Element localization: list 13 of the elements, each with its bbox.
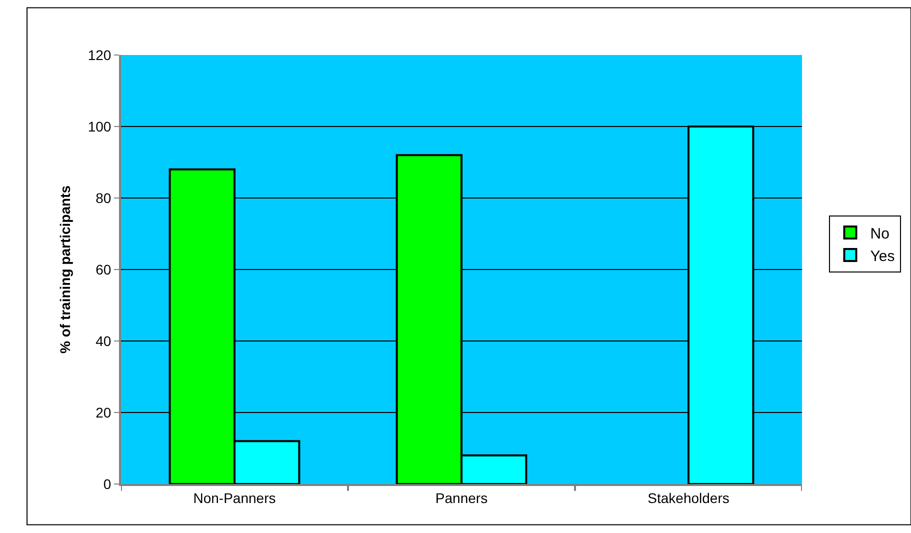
y-tick-label: 20 [96,404,112,420]
y-tick-label: 40 [96,332,112,349]
legend-label: No [870,225,890,242]
x-tick-label: Stakeholders [648,490,730,506]
x-tick-label: Non-Panners [193,490,276,506]
y-tick-label: 60 [96,261,112,278]
x-tick-label: Panners [435,490,488,506]
y-tick-label: 100 [88,118,112,134]
legend-label: Yes [870,248,895,265]
y-tick-label: 120 [88,46,112,63]
y-tick-label: 0 [103,476,112,492]
y-tick-label: 80 [96,190,112,206]
y-axis-title: % of training participants [56,185,73,354]
